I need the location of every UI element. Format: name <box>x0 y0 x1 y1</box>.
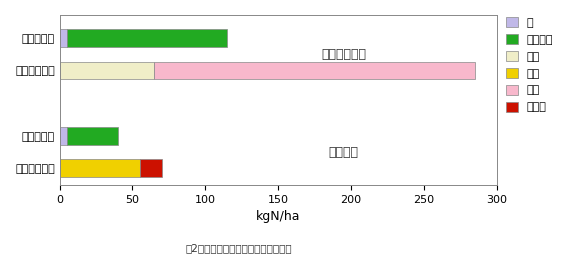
Bar <box>60 61 154 80</box>
Text: 連続ダイズ畑: 連続ダイズ畑 <box>321 48 366 61</box>
Bar <box>60 29 67 47</box>
Legend: 雨, 窒素固定, 溺脱, 揮散, 収穫, 体重増: 雨, 窒素固定, 溺脱, 揮散, 収穫, 体重増 <box>507 17 553 112</box>
Text: 図2ダイズ畑と草地における窒素収支: 図2ダイズ畑と草地における窒素収支 <box>185 243 292 253</box>
Bar <box>67 127 118 145</box>
Bar <box>140 159 161 177</box>
Bar <box>154 61 475 80</box>
Bar <box>67 29 227 47</box>
Bar <box>60 159 140 177</box>
X-axis label: kgN/ha: kgN/ha <box>256 210 300 223</box>
Text: 連続草地: 連続草地 <box>329 146 358 159</box>
Bar <box>60 127 67 145</box>
